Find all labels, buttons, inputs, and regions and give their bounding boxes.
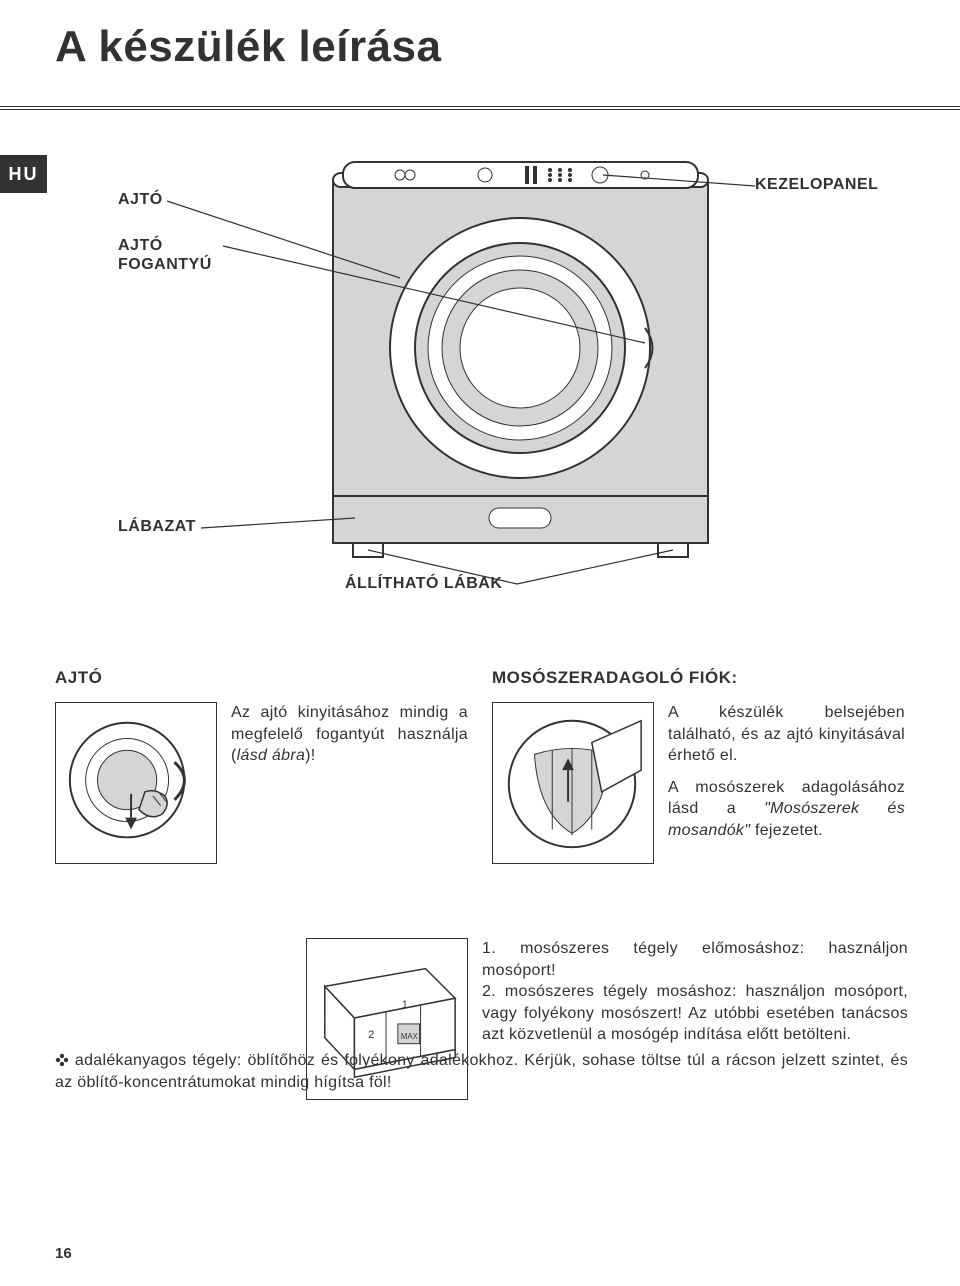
- page-title: A készülék leírása: [55, 22, 442, 72]
- drawer-item2-before: 2.: [482, 983, 505, 1000]
- drawer-item1-ital: mosószeres tégely előmosáshoz: [520, 940, 800, 957]
- fiok-thumb: [492, 702, 654, 864]
- flower-icon: [55, 1053, 69, 1067]
- ajto-thumb: [55, 702, 217, 864]
- ajto-text-after: )!: [305, 747, 315, 764]
- title-rule-1: [0, 106, 960, 107]
- page-number: 16: [55, 1245, 72, 1262]
- svg-text:1: 1: [402, 999, 408, 1011]
- title-rule-2: [0, 109, 960, 110]
- ajto-text-ital: lásd ábra: [237, 747, 306, 764]
- fiok-text: A készülék belsejében található, és az a…: [668, 702, 905, 864]
- ajto-column: AJTÓ Az ajtó kinyitásához mindig a megfe…: [55, 668, 468, 864]
- drawer-item2-ital: mosószeres tégely mosáshoz: [505, 983, 732, 1000]
- drawer-flower-ital: adalékanyagos tégely: [75, 1052, 237, 1069]
- fiok-para2-after: fejezetet.: [750, 822, 823, 839]
- fiok-para1: A készülék belsejében található, és az a…: [668, 704, 905, 764]
- appliance-diagram: AJTÓ AJTÓ FOGANTYÚ KEZELOPANEL LÁBAZAT Á…: [55, 148, 905, 608]
- machine-svg: [55, 148, 905, 608]
- drawer-item1-before: 1.: [482, 940, 520, 957]
- ajto-head: AJTÓ: [55, 668, 468, 688]
- ajto-text: Az ajtó kinyitásához mindig a megfelelő …: [231, 702, 468, 864]
- fiok-head: MOSÓSZERADAGOLÓ FIÓK:: [492, 668, 905, 688]
- svg-text:2: 2: [368, 1029, 374, 1041]
- details-row: AJTÓ Az ajtó kinyitásához mindig a megfe…: [55, 668, 905, 864]
- language-badge: HU: [0, 155, 47, 193]
- drawer-text-block: 1. mosószeres tégely előmosáshoz: haszná…: [482, 938, 908, 1100]
- svg-text:MAX: MAX: [401, 1032, 419, 1041]
- drawer-section: 1 2 MAX 1. mosószeres tégely előmosáshoz…: [55, 938, 905, 1100]
- fiok-column: MOSÓSZERADAGOLÓ FIÓK: A készülék belse: [492, 668, 905, 864]
